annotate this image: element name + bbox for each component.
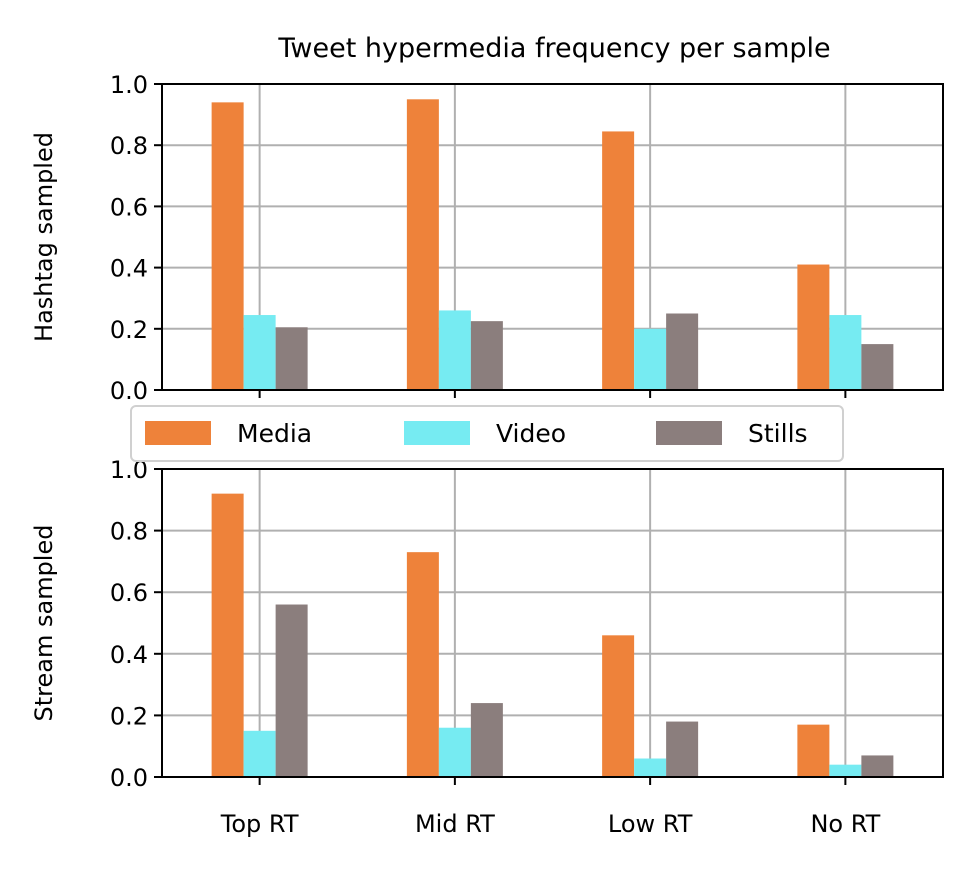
bar-stills — [666, 313, 699, 390]
x-tick-label: Mid RT — [415, 810, 495, 838]
y-tick-label: 0.6 — [110, 579, 148, 607]
bar-video — [634, 328, 667, 390]
legend: Media Video Stills — [130, 405, 844, 462]
legend-label-video: Video — [496, 419, 566, 448]
bar-stills — [275, 327, 308, 390]
y-tick-label: 0.0 — [110, 764, 148, 792]
legend-swatch-media — [145, 421, 211, 445]
legend-label-media: Media — [237, 419, 312, 448]
axes-frame — [161, 468, 944, 778]
bar-media — [211, 102, 244, 391]
bar-stills — [861, 344, 894, 390]
x-tick-label: Low RT — [608, 810, 693, 838]
axes-frame — [161, 83, 944, 391]
panel-1: 0.0 0.2 0.4 0.6 0.8 1.0 Hashtag sampled — [30, 71, 944, 405]
y-tick-label: 0.0 — [110, 377, 148, 405]
y-tick-label: 0.8 — [110, 518, 148, 546]
bar-video — [829, 764, 862, 777]
bar-video — [438, 727, 471, 777]
y-tick-label: 0.2 — [110, 316, 148, 344]
legend-swatch-stills — [656, 421, 722, 445]
bar-video — [634, 758, 667, 777]
y-tick-label: 0.6 — [110, 193, 148, 221]
bar-media — [406, 552, 439, 777]
bar-stills — [275, 604, 308, 777]
bar-media — [797, 724, 830, 777]
bar-video — [438, 310, 471, 390]
bar-media — [602, 635, 635, 777]
bar-media — [797, 264, 830, 390]
x-tick-label: Top RT — [220, 810, 299, 838]
bar-media — [602, 131, 635, 390]
y-tick-label: 0.4 — [110, 641, 148, 669]
bar-stills — [470, 703, 503, 777]
bar-stills — [666, 721, 699, 777]
bar-video — [243, 730, 276, 777]
chart-title: Tweet hypermedia frequency per sample — [277, 33, 830, 64]
y-axis-label: Stream sampled — [30, 525, 58, 722]
y-tick-label: 1.0 — [110, 71, 148, 99]
legend-label-stills: Stills — [748, 419, 808, 448]
y-tick-label: 0.8 — [110, 132, 148, 160]
y-tick-label: 0.4 — [110, 255, 148, 283]
bar-video — [243, 315, 276, 390]
legend-swatch-video — [404, 421, 470, 445]
bar-stills — [861, 755, 894, 777]
x-tick-label: No RT — [810, 810, 880, 838]
bar-stills — [470, 321, 503, 390]
y-axis-label: Hashtag sampled — [30, 132, 58, 342]
bar-media — [406, 99, 439, 391]
bar-media — [211, 493, 244, 777]
legend-box — [130, 405, 844, 462]
bar-video — [829, 315, 862, 390]
y-tick-label: 0.2 — [110, 702, 148, 730]
